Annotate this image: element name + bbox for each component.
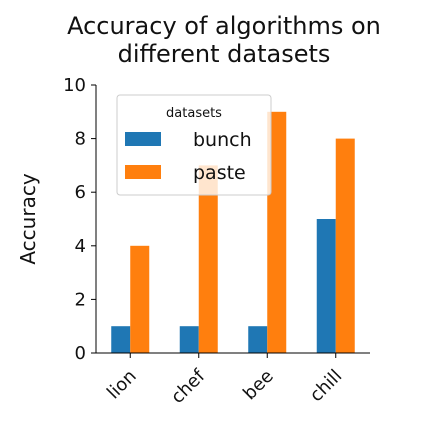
bar-paste-lion [130,245,150,353]
y-tick-label: 4 [75,236,86,257]
bar-paste-bee [267,111,287,353]
bars-group [111,111,355,353]
x-tick-label-chill: chill [306,366,347,407]
bar-bunch-lion [111,326,131,353]
y-tick-label: 6 [75,182,86,203]
legend: datasets bunch paste [116,94,272,196]
bar-paste-chill [335,138,355,353]
y-axis-label: Accuracy [16,173,40,264]
bar-bunch-chill [316,219,336,353]
legend-swatch-bunch [125,132,161,146]
legend-label-paste: paste [193,162,246,184]
x-tick-label-lion: lion [103,366,141,404]
legend-label-bunch: bunch [193,129,252,151]
x-tick-label-bee: bee [239,366,278,405]
legend-swatch-paste [125,165,161,179]
chart-title: Accuracy of algorithms on different data… [0,12,448,68]
bar-bunch-chef [179,326,199,353]
y-tick-label: 8 [75,129,86,150]
legend-title: datasets [166,106,222,121]
chart-title-line-2: different datasets [117,40,331,68]
y-tick-label: 0 [75,343,86,364]
x-tick-label-chef: chef [167,365,210,408]
bar-paste-chef [198,165,218,353]
y-tick-label: 2 [75,289,86,310]
y-tick-label: 10 [63,75,86,96]
chart-title-line-1: Accuracy of algorithms on [67,12,381,40]
bar-bunch-bee [248,326,268,353]
